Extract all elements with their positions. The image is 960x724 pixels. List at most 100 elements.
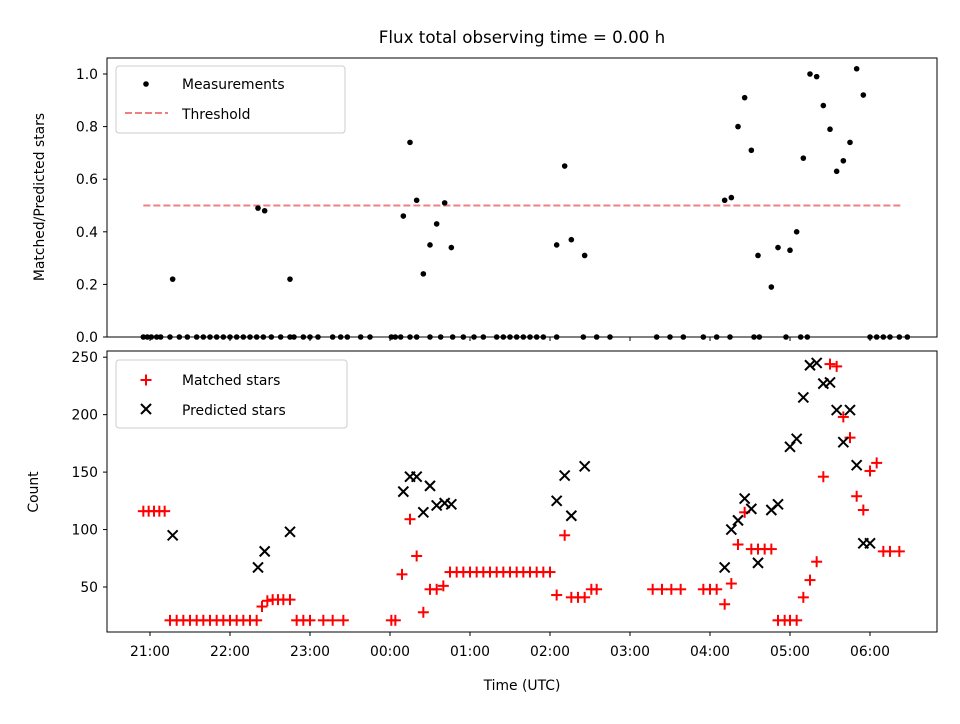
predicted-star-point	[790, 433, 803, 445]
matched-star-point	[857, 504, 869, 516]
measurement-point	[420, 271, 427, 277]
matched-star-point	[327, 614, 339, 626]
legend-predicted-label: Predicted stars	[182, 403, 286, 419]
predicted-star-point	[430, 499, 443, 512]
bottom-x-tick-label: 05:00	[770, 644, 810, 660]
predicted-star-point	[752, 557, 764, 569]
matched-star-point	[591, 583, 603, 595]
matched-star-point	[675, 583, 687, 595]
predicted-star-point	[732, 514, 744, 527]
matched-star-point	[159, 505, 171, 517]
bottom-x-axis-label: Time (UTC)	[483, 678, 561, 694]
measurement-point	[768, 284, 775, 290]
bottom-y-tick-label: 100	[71, 523, 98, 539]
bottom-x-tick-label: 04:00	[690, 644, 730, 660]
measurement-point	[448, 244, 455, 251]
measurement-point	[553, 242, 560, 248]
top-axes-frame	[106, 57, 938, 338]
predicted-star-point	[810, 357, 823, 369]
top-legend-box	[115, 65, 346, 134]
matched-star-point	[544, 566, 556, 578]
predicted-star-point	[772, 498, 784, 510]
top-chart-title: Flux total observing time = 0.00 h	[379, 27, 665, 47]
bottom-x-tick-label: 23:00	[290, 644, 330, 660]
matched-star-point	[837, 411, 849, 423]
measurement-point	[840, 157, 847, 164]
matched-star-point	[579, 591, 591, 603]
predicted-star-point	[166, 529, 179, 542]
matched-star-point	[797, 591, 809, 603]
predicted-star-point	[258, 545, 271, 558]
matched-star-point	[411, 550, 423, 562]
bottom-x-tick-label: 06:00	[850, 644, 890, 660]
matched-star-point	[337, 614, 349, 626]
matched-star-point	[437, 580, 449, 592]
matched-star-point	[665, 583, 677, 595]
predicted-star-point	[397, 485, 410, 498]
predicted-star-point	[550, 495, 563, 507]
predicted-star-point	[738, 492, 751, 505]
measurement-point	[255, 205, 261, 211]
matched-star-point	[284, 594, 296, 606]
measurement-point	[853, 65, 860, 72]
measurement-point	[813, 73, 820, 80]
top-y-tick-label: 0.0	[76, 330, 98, 346]
measurement-point	[400, 213, 407, 219]
legend-matched-marker	[140, 374, 152, 386]
predicted-star-point	[864, 537, 876, 550]
measurement-point	[169, 276, 176, 282]
bottom-y-tick-label: 250	[71, 350, 98, 366]
measurement-point	[287, 276, 293, 282]
matched-star-point	[732, 538, 744, 550]
measurement-point	[748, 147, 755, 154]
predicted-star-point	[725, 523, 738, 536]
bottom-x-tick-label: 02:00	[530, 644, 570, 660]
matched-star-point	[396, 568, 408, 580]
bottom-x-tick-label: 22:00	[210, 644, 250, 660]
matched-star-point	[431, 583, 443, 595]
matched-star-point	[404, 513, 416, 525]
measurement-point	[833, 168, 840, 175]
measurement-point	[847, 139, 853, 146]
matched-star-point	[719, 598, 731, 610]
measurement-point	[793, 229, 800, 235]
bottom-x-tick-label: 00:00	[370, 644, 410, 660]
measurement-point	[441, 200, 448, 206]
matched-star-point	[304, 614, 316, 626]
bottom-x-ticks: 21:00 22:00 23:00 00:00 01:00 02:00 03:00 04:00…	[130, 632, 890, 660]
legend-threshold-label: Threshold	[181, 107, 250, 123]
top-y-ticks: 0.0 0.2 0.4 0.6 0.8 1.0	[76, 67, 107, 346]
bottom-axes: 50 100 150 200 250 21:00 22:00 23:00 00:00 01:00…	[26, 350, 938, 694]
predicted-star-point	[830, 404, 843, 416]
top-x-ticks	[149, 337, 871, 341]
measurement-point	[741, 94, 748, 101]
matched-star-point	[791, 614, 803, 626]
matched-star-point	[559, 529, 571, 541]
matched-star-point	[711, 583, 723, 595]
top-y-tick-label: 0.6	[76, 172, 98, 188]
predicted-star-point	[844, 404, 856, 416]
top-y-tick-label: 0.2	[76, 277, 98, 293]
top-y-tick-label: 1.0	[76, 67, 98, 83]
bottom-x-tick-label: 21:00	[130, 644, 170, 660]
measurement-point	[775, 244, 781, 251]
matched-star-point	[804, 574, 816, 586]
measurement-point	[820, 102, 827, 109]
predicted-star-point	[797, 391, 810, 404]
measurement-point	[721, 197, 728, 204]
matched-star-point	[884, 545, 896, 557]
predicted-star-point	[410, 470, 423, 483]
matched-star-point	[817, 471, 829, 483]
measurement-point	[568, 236, 575, 243]
bottom-legend: Matched stars Predicted stars	[115, 359, 348, 429]
matched-star-point	[256, 601, 268, 613]
matched-star-point	[261, 595, 273, 607]
measurement-point	[433, 221, 440, 227]
matched-star-point	[389, 614, 401, 626]
predicted-star-point	[850, 459, 863, 471]
measurement-point	[787, 247, 793, 254]
predicted-star-point	[837, 436, 850, 448]
measurement-point	[427, 242, 433, 248]
measurement-point	[807, 71, 813, 77]
